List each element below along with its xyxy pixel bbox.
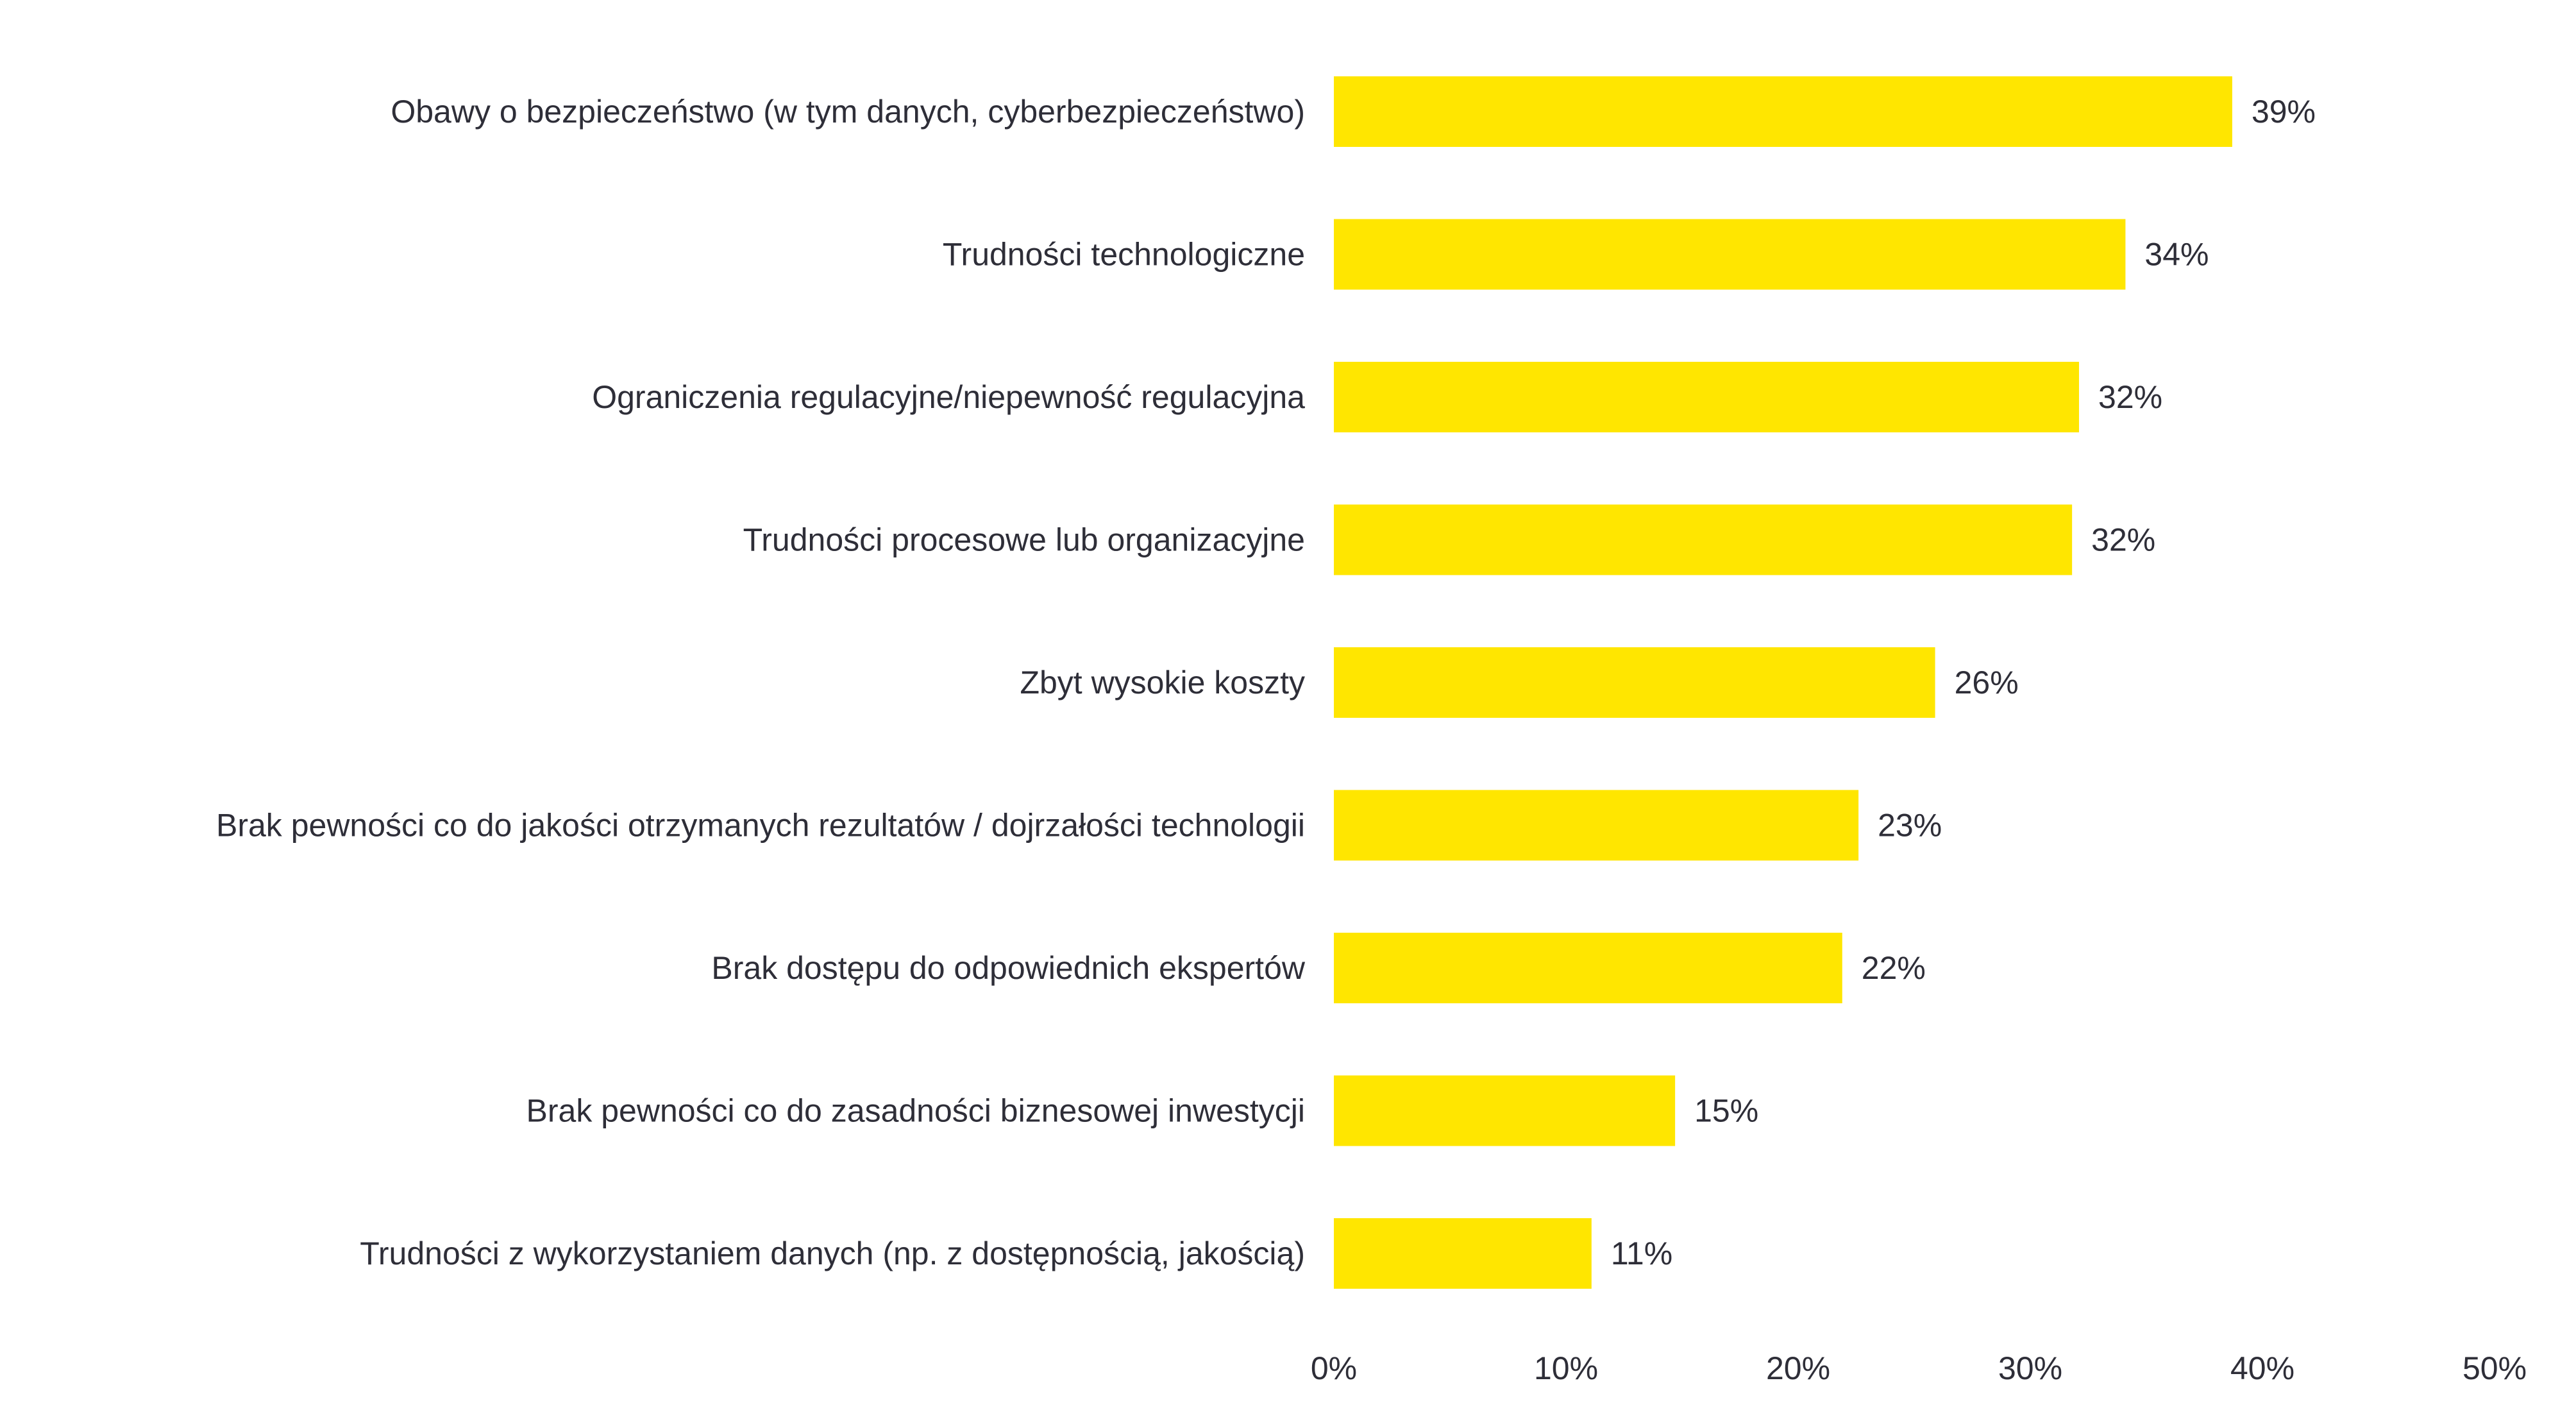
bar <box>1334 1075 1676 1146</box>
x-tick-label: 30% <box>1998 1350 2062 1386</box>
bar <box>1334 933 1842 1003</box>
x-tick-label: 20% <box>1766 1350 1830 1386</box>
bar <box>1334 504 2073 575</box>
value-label: 32% <box>2098 379 2162 415</box>
value-label: 11% <box>1611 1235 1672 1271</box>
x-tick-label: 40% <box>2230 1350 2294 1386</box>
value-label: 23% <box>1878 808 1942 844</box>
value-labels-group: 39% 34% 32% 32% 26% 23% 22% 15% 11% <box>1611 94 2316 1271</box>
bar <box>1334 76 2232 147</box>
bar <box>1334 362 2080 432</box>
value-label: 39% <box>2252 94 2316 130</box>
value-label: 15% <box>1694 1093 1758 1129</box>
value-label: 34% <box>2144 237 2209 273</box>
category-label: Brak pewności co do zasadności biznesowe… <box>526 1093 1305 1129</box>
category-label: Ograniczenia regulacyjne/niepewność regu… <box>592 379 1305 415</box>
bar <box>1334 1218 1592 1289</box>
bar <box>1334 219 2126 290</box>
value-label: 26% <box>1955 665 2019 701</box>
category-labels-group: Obawy o bezpieczeństwo (w tym danych, cy… <box>216 94 1306 1271</box>
x-tick-label: 0% <box>1311 1350 1357 1386</box>
value-label: 32% <box>2091 522 2155 558</box>
category-label: Trudności technologiczne <box>943 237 1305 273</box>
category-label: Obawy o bezpieczeństwo (w tym danych, cy… <box>391 94 1305 130</box>
value-label: 22% <box>1862 950 1926 986</box>
bars-group <box>1334 76 2232 1289</box>
x-tick-label: 10% <box>1534 1350 1598 1386</box>
bar <box>1334 647 1935 718</box>
x-axis-tick-labels: 0% 10% 20% 30% 40% 50% <box>1311 1350 2527 1386</box>
category-label: Brak dostępu do odpowiednich ekspertów <box>711 950 1305 986</box>
bar <box>1334 790 1859 861</box>
category-label: Zbyt wysokie koszty <box>1020 665 1305 701</box>
category-label: Brak pewności co do jakości otrzymanych … <box>216 808 1305 844</box>
category-label: Trudności z wykorzystaniem danych (np. z… <box>360 1235 1305 1271</box>
x-tick-label: 50% <box>2462 1350 2527 1386</box>
category-label: Trudności procesowe lub organizacyjne <box>743 522 1305 558</box>
